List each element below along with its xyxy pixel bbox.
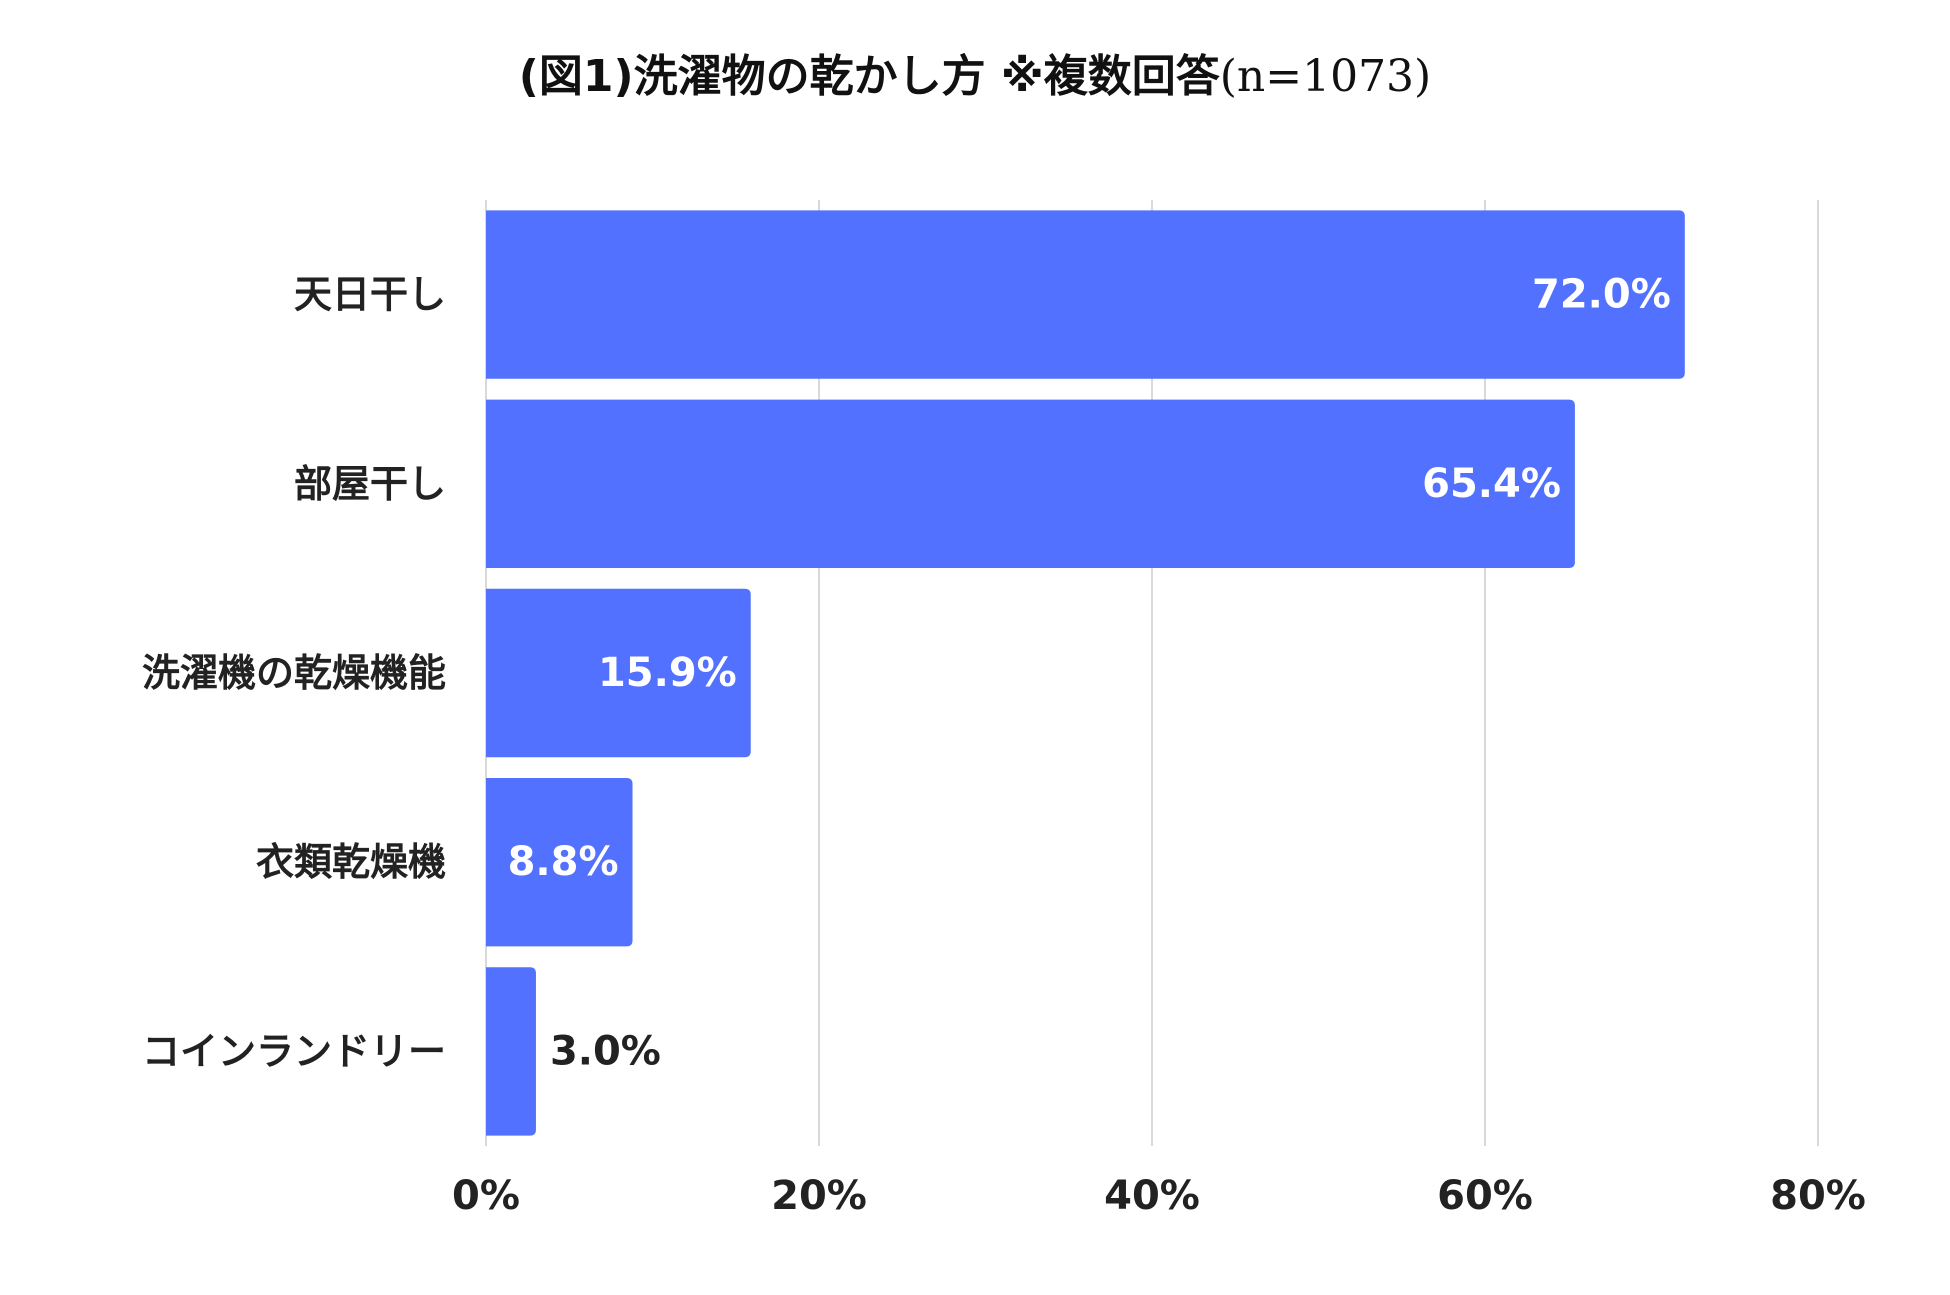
data-label: 3.0% [550,1028,661,1074]
category-label: 洗濯機の乾燥機能 [142,651,446,695]
x-tick-label: 80% [1770,1173,1866,1219]
category-label: 部屋干し [294,462,446,506]
category-label: コインランドリー [142,1029,446,1073]
bar [486,588,751,758]
bar [486,967,536,1136]
data-label: 65.4% [1422,461,1561,507]
bar [486,399,1575,568]
x-tick-label: 60% [1437,1173,1533,1219]
chart-title-sample-size: (n=1073) [1219,51,1432,102]
category-label: 天日干し [294,273,446,317]
bar [486,210,1685,379]
x-tick-label: 20% [771,1173,867,1219]
chart-title: (図1)洗濯物の乾かし方 ※複数回答(n=1073) [0,40,1950,104]
data-label: 15.9% [598,650,737,696]
x-tick-label: 40% [1104,1173,1200,1219]
category-label: 衣類乾燥機 [256,840,446,884]
data-label: 72.0% [1532,272,1671,318]
chart-title-main: (図1)洗濯物の乾かし方 ※複数回答 [518,51,1220,102]
data-label: 8.8% [508,839,619,885]
x-tick-label: 0% [452,1173,520,1219]
bar [486,778,633,947]
